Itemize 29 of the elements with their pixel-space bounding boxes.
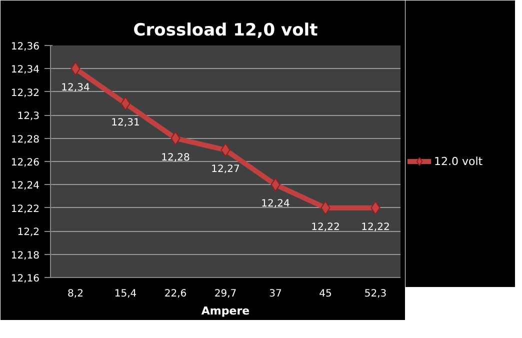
- y-tick-label: 12,3: [17, 111, 40, 122]
- y-tick-label: 12,22: [10, 204, 40, 215]
- data-label: 12,24: [261, 198, 290, 210]
- y-tick-label: 12,16: [10, 274, 40, 284]
- x-axis-title: Ampere: [201, 304, 250, 318]
- x-tick-label: 37: [269, 288, 282, 300]
- y-tick-label: 12,28: [10, 134, 40, 146]
- x-tick-label: 22,6: [164, 288, 187, 300]
- x-tick-label: 8,2: [68, 288, 84, 300]
- data-label: 12,31: [111, 118, 140, 128]
- data-label: 12,22: [361, 222, 390, 233]
- x-tick-label: 52,3: [364, 288, 387, 300]
- data-label: 12,27: [211, 164, 240, 175]
- y-tick-label: 12,36: [10, 42, 40, 52]
- data-label: 12,22: [311, 222, 340, 233]
- y-tick-label: 12,2: [17, 227, 40, 238]
- legend-label: 12.0 volt: [434, 154, 483, 168]
- x-tick-label: 15,4: [114, 288, 137, 300]
- y-tick-label: 12,32: [10, 88, 40, 99]
- y-tick-label: 12,26: [10, 158, 40, 168]
- x-tick-label: 45: [319, 288, 332, 300]
- data-label: 12,34: [61, 82, 90, 94]
- data-label: 12,28: [161, 152, 190, 164]
- x-tick-label: 29,7: [214, 288, 237, 300]
- y-tick-label: 12,24: [10, 180, 40, 192]
- chart-title: Crossload 12,0 volt: [133, 20, 318, 40]
- y-tick-label: 12,34: [10, 64, 40, 76]
- y-tick-label: 12,18: [10, 250, 40, 262]
- point: [120, 96, 130, 110]
